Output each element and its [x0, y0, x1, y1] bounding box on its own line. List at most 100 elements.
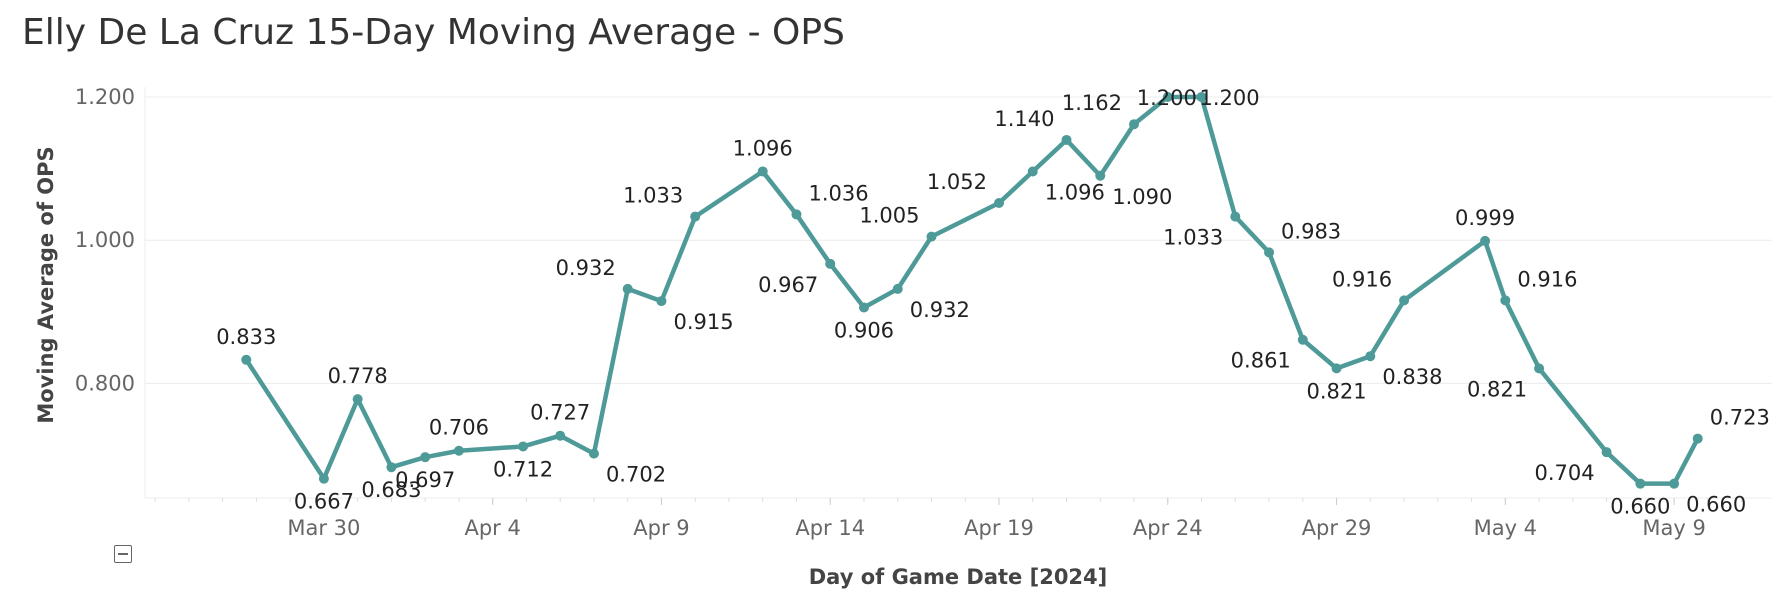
data-label: 1.096: [733, 136, 793, 160]
data-label: 0.821: [1467, 377, 1527, 401]
data-label: 0.723: [1710, 406, 1770, 430]
data-label: 1.162: [1062, 91, 1122, 115]
data-point[interactable]: [555, 430, 566, 441]
x-tick-label: Apr 4: [464, 516, 520, 540]
data-label: 0.778: [328, 364, 388, 388]
data-label: 1.200: [1199, 86, 1259, 110]
data-point[interactable]: [386, 462, 397, 473]
data-label: 1.200: [1137, 86, 1197, 110]
series-points: [241, 92, 1703, 489]
data-point[interactable]: [420, 452, 431, 463]
y-axis-label: Moving Average of OPS: [34, 146, 58, 423]
data-label: 0.861: [1231, 349, 1291, 373]
data-point[interactable]: [1061, 134, 1072, 145]
data-point[interactable]: [1365, 351, 1376, 362]
data-label: 1.033: [1163, 226, 1223, 250]
data-label: 0.833: [216, 325, 276, 349]
data-point[interactable]: [1500, 295, 1511, 306]
data-label: 1.005: [859, 204, 919, 228]
data-label: 1.140: [994, 107, 1054, 131]
data-label: 0.821: [1306, 379, 1366, 403]
x-tick-label: Apr 24: [1133, 516, 1203, 540]
data-label: 0.683: [361, 478, 421, 502]
data-point[interactable]: [1264, 247, 1275, 258]
data-point[interactable]: [622, 283, 633, 294]
data-label: 0.967: [758, 273, 818, 297]
x-tick-label: Mar 30: [287, 516, 360, 540]
ops-series-line: [244, 94, 1700, 486]
data-label: 0.906: [834, 319, 894, 343]
data-point[interactable]: [518, 441, 529, 452]
data-point[interactable]: [1129, 119, 1140, 130]
data-point[interactable]: [588, 448, 599, 459]
y-tick-label: 1.200: [75, 85, 135, 109]
data-label: 0.932: [556, 256, 616, 280]
x-tick-label: Apr 29: [1302, 516, 1372, 540]
data-point[interactable]: [241, 354, 252, 365]
x-tick-label: May 9: [1642, 516, 1705, 540]
y-tick-label: 1.000: [75, 228, 135, 252]
x-axis-label: Day of Game Date [2024]: [809, 565, 1108, 589]
data-label: 0.667: [294, 490, 354, 514]
data-label: 0.983: [1281, 219, 1341, 243]
x-tick-label: Apr 14: [795, 516, 865, 540]
data-point[interactable]: [656, 296, 667, 307]
data-point[interactable]: [1601, 447, 1612, 458]
data-point[interactable]: [994, 197, 1005, 208]
data-label: 0.660: [1686, 493, 1746, 517]
data-point[interactable]: [892, 283, 903, 294]
data-point[interactable]: [1480, 235, 1491, 246]
data-label: 0.838: [1382, 365, 1442, 389]
data-label: 0.712: [493, 457, 553, 481]
data-point[interactable]: [1162, 92, 1173, 102]
data-label: 0.932: [910, 298, 970, 322]
data-point[interactable]: [1692, 433, 1703, 444]
data-point[interactable]: [1331, 363, 1342, 374]
x-tick-label: Apr 19: [964, 516, 1034, 540]
data-point[interactable]: [791, 209, 802, 220]
data-point[interactable]: [1297, 334, 1308, 345]
data-point[interactable]: [858, 302, 869, 313]
y-tick-label: 0.800: [75, 371, 135, 395]
chart-title: Elly De La Cruz 15-Day Moving Average - …: [22, 12, 845, 53]
collapse-icon[interactable]: [114, 545, 132, 563]
data-point[interactable]: [690, 211, 701, 222]
data-label: 1.090: [1112, 185, 1172, 209]
x-tick-label: Apr 9: [633, 516, 689, 540]
data-label: 0.915: [673, 310, 733, 334]
data-label: 0.727: [530, 401, 590, 425]
data-label: 0.702: [606, 463, 666, 487]
x-tick-label: May 4: [1474, 516, 1537, 540]
data-label: 0.704: [1534, 461, 1594, 485]
data-point[interactable]: [318, 473, 329, 484]
data-label: 0.660: [1610, 495, 1670, 519]
data-label: 1.052: [927, 170, 987, 194]
data-point[interactable]: [1635, 478, 1646, 489]
data-label: 1.033: [623, 184, 683, 208]
data-point[interactable]: [1027, 166, 1038, 177]
data-label: 1.036: [808, 181, 868, 205]
data-label: 0.706: [429, 416, 489, 440]
gridlines: [144, 87, 1772, 505]
data-point[interactable]: [825, 258, 836, 269]
data-point[interactable]: [352, 394, 363, 405]
data-point[interactable]: [757, 166, 768, 177]
data-label: 0.916: [1332, 267, 1392, 291]
data-label: 0.697: [395, 468, 455, 492]
data-label: 0.916: [1517, 267, 1577, 291]
x-axis-ticks: Mar 30 Apr 4 Apr 9 Apr 14 Apr 19 Apr 24 Apr 29…: [287, 516, 1705, 540]
data-point[interactable]: [1095, 170, 1106, 181]
y-axis-ticks: 0.800 1.000 1.200: [75, 85, 135, 395]
data-point[interactable]: [1196, 92, 1207, 102]
data-point[interactable]: [1669, 478, 1680, 489]
data-point[interactable]: [453, 445, 464, 456]
series-line: [244, 94, 1700, 486]
data-label: 1.096: [1045, 180, 1105, 204]
data-label: 0.999: [1455, 206, 1515, 230]
data-point[interactable]: [1230, 211, 1241, 222]
data-point[interactable]: [926, 231, 937, 242]
data-point[interactable]: [1399, 295, 1410, 306]
data-point[interactable]: [1534, 363, 1545, 374]
